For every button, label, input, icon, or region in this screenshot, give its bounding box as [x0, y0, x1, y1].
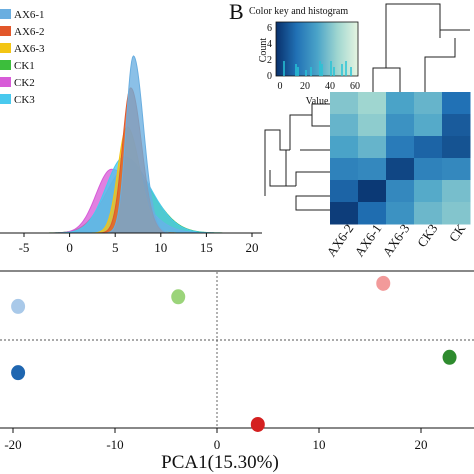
density-tick-label: 20: [246, 240, 259, 255]
key-x-tick: 0: [278, 81, 283, 92]
heatmap-cell: [414, 136, 443, 159]
heatmap-cells: [330, 92, 471, 225]
heatmap-cell: [414, 158, 443, 181]
density-panel: -5 0 5 10 15 20 AX6-1 AX6-2 AX6-3 CK1 CK2 CK3: [0, 9, 262, 255]
heatmap-cell: [330, 92, 359, 115]
color-key-count-label: Count: [258, 38, 269, 63]
key-x-tick: 20: [300, 81, 310, 92]
heatmap-cell: [386, 180, 415, 203]
density-tick-label: -5: [19, 240, 30, 255]
heatmap-column-label: AX6-1: [351, 221, 384, 259]
color-key-histogram: [283, 61, 352, 76]
heatmap-cell: [330, 180, 359, 203]
pca-point: [442, 349, 457, 365]
heatmap-cell: [330, 202, 359, 225]
density-tick-label: 15: [200, 240, 213, 255]
heatmap-cell: [414, 114, 443, 137]
heatmap-cell: [358, 114, 387, 137]
heatmap-cell: [386, 136, 415, 159]
heatmap-cell: [442, 202, 471, 225]
legend-swatch: [0, 77, 11, 87]
color-key-gradient: [275, 21, 359, 77]
heatmap-cell: [442, 158, 471, 181]
heatmap-cell: [386, 92, 415, 115]
pca-tick-label: -20: [4, 437, 21, 452]
legend-label: CK1: [14, 60, 35, 72]
key-y-tick: 0: [267, 71, 272, 82]
column-dendrogram: [372, 3, 470, 92]
legend-label: CK2: [14, 77, 35, 89]
color-key-value-label: Value: [306, 96, 329, 107]
heatmap-cell: [386, 114, 415, 137]
panel-label-b: B: [229, 0, 244, 24]
heatmap-cell: [442, 180, 471, 203]
key-x-tick: 40: [325, 81, 335, 92]
pca-point: [11, 298, 26, 314]
heatmap-column-label: CK3: [414, 221, 440, 250]
pca-x-label: PCA1(15.30%): [161, 452, 279, 473]
legend-swatch: [0, 60, 11, 70]
heatmap-cell: [442, 92, 471, 115]
heatmap-cell: [358, 92, 387, 115]
heatmap-column-label: AX6-2: [323, 221, 356, 259]
density-x-ticks: -5 0 5 10 15 20: [19, 233, 259, 255]
pca-tick-label: 10: [313, 437, 326, 452]
row-dendrogram: [264, 103, 330, 211]
heatmap-cell: [358, 136, 387, 159]
density-tick-label: 5: [112, 240, 119, 255]
legend-swatch: [0, 26, 11, 36]
pca-tick-label: 20: [415, 437, 428, 452]
density-tick-label: 10: [154, 240, 167, 255]
legend-swatch: [0, 43, 11, 53]
heatmap-cell: [414, 180, 443, 203]
heatmap-cell: [414, 202, 443, 225]
heatmap-cell: [358, 158, 387, 181]
legend-label: AX6-1: [14, 9, 45, 21]
pca-x-ticks: -20 -10 0 10 20: [4, 428, 428, 452]
pca-points: [11, 275, 457, 432]
density-legend: AX6-1 AX6-2 AX6-3 CK1 CK2 CK3: [0, 9, 45, 106]
heatmap-cell: [386, 158, 415, 181]
pca-tick-label: -10: [106, 437, 123, 452]
legend-label: CK3: [14, 94, 35, 106]
heatmap-cell: [442, 136, 471, 159]
heatmap-cell: [330, 158, 359, 181]
color-key-ticks: 0 20 40 60 0 2 4 6: [267, 23, 360, 92]
heatmap-cell: [386, 202, 415, 225]
heatmap-cell: [442, 114, 471, 137]
key-y-tick: 2: [267, 55, 272, 66]
density-tick-label: 0: [66, 240, 73, 255]
heatmap-cell: [358, 202, 387, 225]
heatmap-panel: B Color key and histogram 0 20 40 60 0 2 4 6 Co…: [229, 0, 471, 259]
heatmap-cell: [330, 136, 359, 159]
legend-swatch: [0, 94, 11, 104]
key-y-tick: 4: [267, 39, 272, 50]
density-curves: [0, 55, 252, 234]
legend-label: AX6-3: [14, 43, 45, 55]
heatmap-cell: [358, 180, 387, 203]
key-x-tick: 60: [350, 81, 360, 92]
pca-tick-label: 0: [214, 437, 221, 452]
density-ax6-1: [0, 55, 252, 234]
color-key-title: Color key and histogram: [249, 6, 348, 17]
pca-panel: -20 -10 0 10 20 PCA1(15.30%): [0, 270, 474, 473]
legend-label: AX6-2: [14, 26, 45, 38]
pca-point: [171, 289, 186, 305]
pca-point: [376, 275, 391, 291]
key-y-tick: 6: [267, 23, 272, 34]
pca-point: [250, 416, 265, 432]
heatmap-cell: [414, 92, 443, 115]
legend-swatch: [0, 9, 11, 19]
heatmap-column-label: AX6-3: [379, 221, 412, 259]
heatmap-cell: [330, 114, 359, 137]
pca-point: [11, 365, 26, 381]
